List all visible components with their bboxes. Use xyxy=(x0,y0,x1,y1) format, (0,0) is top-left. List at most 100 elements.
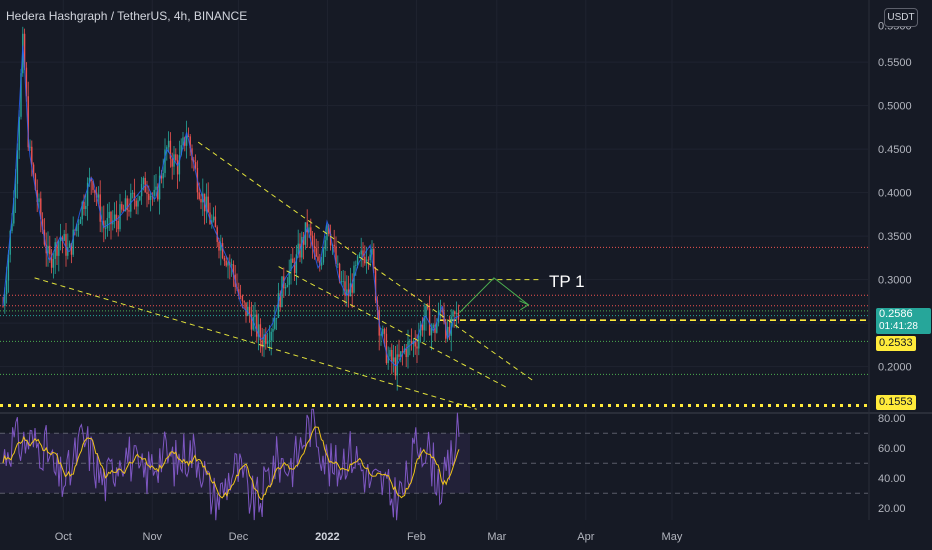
candle-up xyxy=(155,186,157,190)
candle-up xyxy=(124,198,127,212)
candle-down xyxy=(175,154,177,161)
candle-down xyxy=(454,311,456,314)
candle-down xyxy=(218,241,220,251)
price-tick-label: 0.3500 xyxy=(878,231,912,243)
candle-up xyxy=(63,234,65,241)
candle-down xyxy=(394,357,397,376)
candle-up xyxy=(281,276,283,308)
candle-down xyxy=(70,243,73,255)
candle-up xyxy=(355,264,357,266)
candle-down xyxy=(351,283,353,293)
candle-up xyxy=(5,280,8,295)
candle-down xyxy=(27,96,29,148)
candle-up xyxy=(452,311,454,317)
candle-up xyxy=(47,245,49,254)
candle-down xyxy=(160,175,163,179)
candle-down xyxy=(65,234,67,256)
candle-up xyxy=(227,262,229,266)
rsi-tick-label: 60.00 xyxy=(878,443,906,455)
candle-down xyxy=(92,181,94,190)
candle-up xyxy=(142,177,145,185)
price-tick-label: 0.2000 xyxy=(878,362,912,374)
candle-up xyxy=(153,189,155,196)
channel-upper-trendline[interactable] xyxy=(197,141,535,382)
candle-down xyxy=(148,193,150,200)
price-tick-label: 0.5000 xyxy=(878,101,912,113)
candle-up xyxy=(20,73,22,117)
candle-up xyxy=(139,196,141,201)
candle-down xyxy=(34,174,37,191)
candle-up xyxy=(389,349,391,357)
candle-down xyxy=(362,250,364,257)
channel-lower-trendline[interactable] xyxy=(34,277,477,410)
candle-up xyxy=(430,327,433,336)
candle-down xyxy=(335,246,337,265)
candle-up xyxy=(149,195,152,200)
candle-up xyxy=(353,265,355,293)
candle-down xyxy=(2,305,4,307)
inner-trendline[interactable] xyxy=(278,266,509,389)
candle-up xyxy=(167,140,170,148)
candle-down xyxy=(445,322,447,339)
candle-down xyxy=(421,324,424,331)
candle-up xyxy=(52,258,55,268)
candle-up xyxy=(180,145,182,156)
candle-up xyxy=(324,240,326,250)
candle-up xyxy=(301,236,303,258)
candle-up xyxy=(284,286,287,289)
candle-up xyxy=(257,324,260,337)
candle-up xyxy=(9,230,11,255)
candle-up xyxy=(7,254,10,281)
candle-down xyxy=(364,256,366,264)
candle-down xyxy=(50,254,53,268)
candle-up xyxy=(342,281,344,283)
candle-down xyxy=(200,198,202,203)
time-tick-label: Mar xyxy=(487,531,506,543)
candle-down xyxy=(194,162,197,169)
candle-up xyxy=(288,270,290,285)
candle-down xyxy=(401,351,404,353)
candle-up xyxy=(76,224,78,232)
candle-down xyxy=(56,242,58,256)
candle-down xyxy=(122,209,125,212)
candle-down xyxy=(146,192,148,194)
candle-up xyxy=(340,281,343,283)
candle-down xyxy=(338,263,341,282)
candle-down xyxy=(241,296,244,302)
candle-down xyxy=(311,235,314,246)
candle-up xyxy=(11,223,13,231)
candle-down xyxy=(94,189,96,193)
candle-down xyxy=(36,190,38,202)
candle-up xyxy=(77,223,80,225)
candle-down xyxy=(99,194,101,222)
candle-up xyxy=(266,341,269,344)
projection-arrow[interactable] xyxy=(459,277,529,314)
candle-up xyxy=(88,177,91,183)
trendline-drawings[interactable] xyxy=(34,141,540,410)
candle-down xyxy=(245,302,247,316)
candle-up xyxy=(86,182,89,206)
candle-up xyxy=(29,146,31,148)
candle-down xyxy=(315,248,317,257)
candle-down xyxy=(333,244,335,247)
candle-down xyxy=(373,248,375,269)
currency-button[interactable]: USDT xyxy=(884,8,918,27)
candle-up xyxy=(166,147,168,150)
candle-down xyxy=(83,201,85,209)
candle-down xyxy=(410,340,413,345)
candle-down xyxy=(434,324,436,333)
candle-up xyxy=(337,263,339,265)
candle-up xyxy=(220,243,222,251)
candle-down xyxy=(238,289,240,296)
candle-down xyxy=(317,256,319,261)
candle-down xyxy=(367,259,370,261)
price-tick-label: 0.4000 xyxy=(878,188,912,200)
candle-down xyxy=(169,140,172,159)
candle-down xyxy=(128,210,130,212)
horizontal-levels xyxy=(0,246,868,407)
candle-up xyxy=(297,243,299,255)
projection-arrowhead[interactable] xyxy=(519,300,530,311)
candle-up xyxy=(263,334,265,348)
candle-up xyxy=(72,229,74,255)
